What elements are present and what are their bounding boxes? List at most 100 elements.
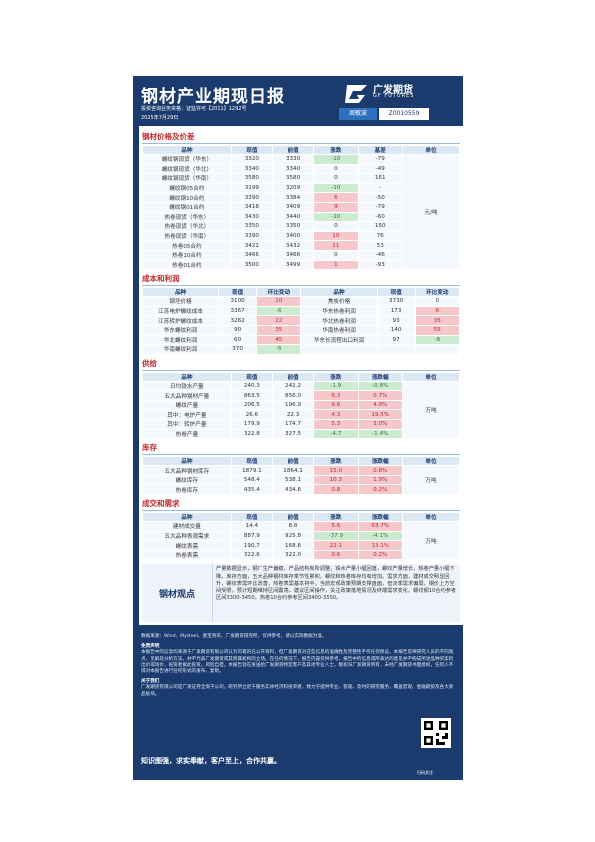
- cell: 190.7: [230, 540, 273, 551]
- row-label: 华南热卷利润: [300, 324, 378, 336]
- row-label: 五大品种表观需求: [142, 530, 232, 542]
- analyst: 周敏波: [339, 108, 377, 120]
- row-label: 华北热卷利润: [300, 315, 378, 326]
- column-header: 品种: [141, 287, 220, 298]
- column-header: 单位: [401, 371, 461, 382]
- cell: -37.9: [313, 530, 359, 542]
- cell: 45: [256, 334, 302, 346]
- column-header: 现值: [230, 371, 273, 382]
- date: 2025年7月29日: [141, 115, 179, 121]
- column-header: 品种: [142, 371, 232, 382]
- cell: 22.1: [313, 540, 359, 551]
- column-header: 基差: [357, 145, 403, 155]
- cell: 60: [218, 334, 258, 346]
- cell: 3466: [230, 249, 273, 261]
- cell: 53: [357, 240, 403, 251]
- cell: [376, 344, 416, 355]
- cell: -4.7: [313, 428, 359, 440]
- column-header: 涨跌幅: [357, 512, 403, 523]
- cell: 3440: [271, 211, 315, 223]
- cell: 3580: [271, 173, 315, 184]
- cell: 140: [376, 324, 416, 336]
- license: 投资咨询业务资格：证监许可【2011】1292号: [141, 106, 247, 112]
- slogan: 知识图强，求实奉献，客户至上，合作共赢。: [141, 757, 281, 765]
- row-label: 螺纹钢现货（华北）: [142, 163, 232, 175]
- cell: 3466: [271, 249, 315, 261]
- column-header: 品种: [142, 456, 232, 467]
- column-header: 涨跌: [313, 456, 359, 467]
- row-label: 热卷库存: [142, 484, 232, 496]
- column-header: 环比变动: [414, 287, 461, 298]
- tables: 钢材价格及价差 品种 现值 前值 涨跌 基差 单位 螺纹钢现货（华东） 3320 3330 -10-…: [141, 131, 461, 561]
- section-title: 成本和利润: [142, 273, 460, 287]
- column-header: 环比变动: [256, 287, 302, 298]
- cell: 9: [313, 201, 359, 213]
- cell: 327.5: [271, 428, 315, 440]
- row-label: 其中：电炉产量: [142, 409, 232, 421]
- cell: 22.3: [271, 409, 315, 421]
- cell: 63.7%: [357, 521, 403, 532]
- cell: 1864.1: [271, 465, 315, 476]
- cell: 10: [313, 230, 359, 242]
- cell: 6: [414, 305, 461, 317]
- cell: 55: [414, 324, 461, 336]
- cell: 3340: [271, 163, 315, 175]
- cell: 322.8: [230, 428, 273, 440]
- cell: 3432: [271, 240, 315, 251]
- cell: -60: [357, 211, 403, 223]
- row-label: 热卷产量: [142, 428, 232, 440]
- cell: 3390: [230, 192, 273, 203]
- cell: 538.1: [271, 474, 315, 486]
- disclaimer-title: 免责声明: [141, 644, 160, 650]
- cell: 3100: [218, 296, 258, 307]
- cell: 3500: [230, 259, 273, 271]
- data-table: 品种 现值 前值 涨跌 基差 单位 螺纹钢现货（华东） 3320 3330 -10 -79 元/吨 螺纹…: [142, 145, 461, 271]
- cell: 3350: [271, 221, 315, 232]
- cell: 3409: [271, 201, 315, 213]
- row-label: 螺纹钢10合约: [142, 192, 232, 203]
- logo-subtext: GF FUTURES: [373, 93, 415, 99]
- column-header: 涨跌: [313, 145, 359, 155]
- row-label: 华东长流程出口利润: [300, 334, 378, 346]
- cell: 150: [357, 221, 403, 232]
- cell: 548.4: [230, 474, 273, 486]
- column-header: 现值: [230, 456, 273, 467]
- header: 钢材产业期现日报 投资咨询业务资格：证监许可【2011】1292号 2025年7…: [133, 76, 463, 126]
- cell: -93: [357, 259, 403, 271]
- cell: 1.9%: [357, 474, 403, 486]
- cell: 322.6: [230, 549, 273, 561]
- cell: -1.9: [313, 380, 359, 392]
- cell: 0: [313, 173, 359, 184]
- row-label: 江苏转炉螺纹成本: [141, 315, 220, 326]
- cell: 3421: [230, 240, 273, 251]
- cell: 370: [218, 344, 258, 355]
- footer: 数据来源：Wind、Mysteel、富宝资讯、广发期货研究所，仅供参考，请以实际…: [141, 634, 455, 698]
- row-label: 螺纹钢现货（华南）: [142, 173, 232, 184]
- opinion-title: 钢材观点: [158, 589, 195, 600]
- cell: 168.6: [271, 540, 315, 551]
- logo-text: 广发期货: [373, 85, 413, 96]
- cell: 35: [414, 315, 461, 326]
- cell: 4.9%: [357, 399, 403, 411]
- column-header: 现值: [230, 512, 273, 523]
- cell: 6.3: [313, 390, 359, 401]
- column-header: 品种: [142, 512, 232, 523]
- cell: 0: [313, 163, 359, 175]
- column-header: 前值: [271, 512, 315, 523]
- data-table: 品种 现值 前值 涨跌 涨跌幅 单位 日均铁水产量 240.3 242.2 -1.9 -0.8% 万吨…: [142, 371, 461, 440]
- cell: 13.1%: [357, 540, 403, 551]
- cell: -10: [313, 154, 359, 165]
- column-header: 单位: [401, 145, 461, 155]
- data-table: 品种 现值 环比变动 品种 现值 环比变动 钢坯价格 3100 10 焦炭价格 3730 0 江苏电炉螺…: [141, 287, 461, 355]
- column-header: 品种: [300, 287, 378, 298]
- row-label: 华南螺纹利润: [141, 344, 220, 355]
- cell: 173: [376, 305, 416, 317]
- cell: 5.3: [313, 419, 359, 430]
- column-header: 现值: [376, 287, 416, 298]
- cell: -79: [357, 154, 403, 165]
- column-header: 单位: [401, 456, 461, 467]
- column-header: 前值: [271, 456, 315, 467]
- cell: 0.8%: [357, 465, 403, 476]
- cell: 3430: [230, 211, 273, 223]
- cell: 1: [313, 259, 359, 271]
